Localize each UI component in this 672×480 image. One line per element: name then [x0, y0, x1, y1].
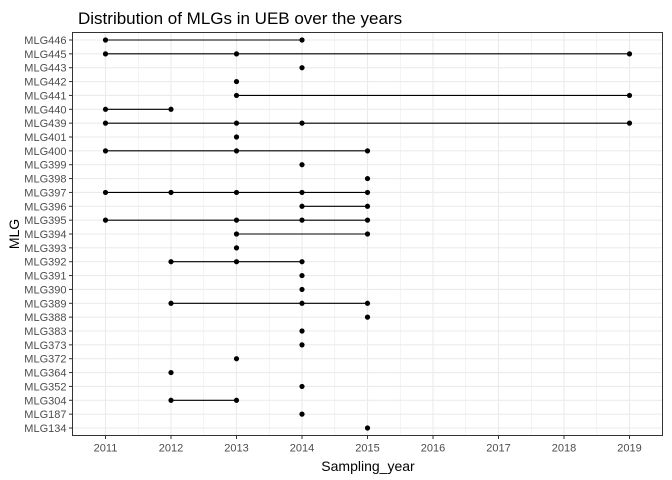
mlg-point-mlg394	[233, 231, 240, 237]
mlg-point-mlg395	[102, 217, 109, 223]
mlg-point-mlg446	[299, 37, 305, 43]
x-tick-label: 2019	[617, 443, 641, 455]
mlg-point-mlg399	[299, 162, 305, 168]
mlg-point-mlg352	[299, 383, 305, 390]
mlg-point-mlg445	[102, 51, 109, 57]
mlg-point-mlg398	[364, 175, 371, 182]
y-tick-label: MLG187	[24, 409, 66, 421]
y-tick-label: MLG388	[24, 312, 66, 324]
y-tick-label: MLG442	[24, 77, 66, 89]
mlg-point-mlg364	[168, 369, 174, 376]
y-tick-label: MLG372	[24, 354, 66, 366]
x-tick-label: 2015	[355, 443, 379, 455]
x-tick-label: 2011	[94, 443, 118, 455]
mlg-point-mlg389	[168, 300, 174, 306]
y-tick-label: MLG389	[24, 298, 66, 310]
chart-title: Distribution of MLGs in UEB over the yea…	[78, 9, 402, 28]
mlg-point-mlg439	[102, 120, 109, 126]
y-tick-label: MLG400	[24, 146, 66, 158]
y-tick-label: MLG401	[24, 132, 66, 144]
y-tick-label: MLG392	[24, 257, 66, 269]
mlg-point-mlg390	[299, 286, 305, 293]
y-tick-label: MLG395	[24, 215, 66, 227]
mlg-point-mlg389	[299, 300, 305, 306]
mlg-point-mlg397	[233, 189, 240, 196]
y-tick-label: MLG439	[24, 118, 66, 130]
mlg-point-mlg395	[233, 217, 240, 223]
mlg-point-mlg441	[626, 92, 633, 99]
y-tick-label: MLG443	[24, 63, 66, 75]
y-tick-label: MLG397	[24, 187, 66, 199]
mlg-point-mlg397	[364, 189, 371, 196]
mlg-point-mlg396	[299, 203, 305, 209]
x-tick-label: 2018	[552, 443, 576, 455]
mlg-point-mlg401	[233, 134, 240, 140]
mlg-point-mlg304	[168, 397, 174, 403]
mlg-point-mlg441	[233, 92, 240, 99]
mlg-point-mlg383	[299, 328, 305, 334]
y-tick-label: MLG396	[24, 201, 66, 213]
mlg-point-mlg397	[102, 189, 109, 196]
y-tick-label: MLG393	[24, 243, 66, 255]
mlg-point-mlg445	[233, 51, 240, 57]
y-tick-label: MLG304	[24, 395, 66, 407]
y-tick-label: MLG445	[24, 49, 66, 61]
mlg-point-mlg439	[233, 120, 240, 126]
mlg-point-mlg445	[626, 51, 633, 57]
y-tick-label: MLG364	[24, 368, 66, 380]
y-tick-label: MLG394	[24, 229, 66, 241]
mlg-point-mlg187	[299, 411, 305, 417]
mlg-point-mlg373	[299, 342, 305, 348]
mlg-point-mlg304	[233, 397, 240, 403]
mlg-point-mlg443	[299, 65, 305, 71]
x-tick-label: 2014	[290, 443, 314, 455]
y-tick-label: MLG441	[24, 90, 66, 102]
x-tick-label: 2012	[159, 443, 183, 455]
mlg-point-mlg440	[102, 106, 109, 112]
mlg-point-mlg392	[233, 259, 240, 265]
y-tick-label: MLG373	[24, 340, 66, 352]
y-axis-title: MLG	[6, 219, 22, 249]
mlg-point-mlg134	[364, 425, 371, 431]
y-tick-label: MLG391	[24, 271, 66, 283]
y-tick-label: MLG390	[24, 284, 66, 296]
mlg-point-mlg397	[168, 189, 174, 196]
mlg-point-mlg439	[299, 120, 305, 126]
x-tick-label: 2017	[486, 443, 510, 455]
mlg-point-mlg372	[233, 356, 240, 362]
x-tick-label: 2016	[421, 443, 445, 455]
mlg-point-mlg442	[233, 78, 240, 85]
mlg-point-mlg393	[233, 245, 240, 251]
mlg-point-mlg395	[364, 217, 371, 223]
mlg-points	[102, 37, 633, 431]
mlg-point-mlg391	[299, 272, 305, 279]
mlg-point-mlg446	[102, 37, 109, 43]
mlg-point-mlg439	[626, 120, 633, 126]
mlg-point-mlg395	[299, 217, 305, 223]
y-tick-label: MLG446	[24, 35, 66, 47]
y-tick-label: MLG398	[24, 174, 66, 186]
x-axis-ticks: 2011 2012 2013 2014 2015 2016 2017 2018 2019	[94, 435, 642, 455]
mlg-point-mlg396	[364, 203, 371, 209]
mlg-point-mlg400	[102, 148, 109, 154]
mlg-point-mlg440	[168, 106, 174, 112]
mlg-point-mlg392	[168, 259, 174, 265]
mlg-point-mlg394	[364, 231, 371, 237]
y-tick-label: MLG383	[24, 326, 66, 338]
x-axis-title: Sampling_year	[321, 458, 415, 474]
y-tick-label: MLG352	[24, 381, 66, 393]
mlg-point-mlg397	[299, 189, 305, 196]
mlg-point-mlg392	[299, 259, 305, 265]
x-tick-label: 2013	[224, 443, 248, 455]
mlg-point-mlg389	[364, 300, 371, 306]
mlg-point-mlg400	[233, 148, 240, 154]
y-tick-label: MLG440	[24, 104, 66, 116]
mlg-point-mlg400	[364, 148, 371, 154]
y-tick-label: MLG134	[24, 423, 66, 435]
y-tick-label: MLG399	[24, 160, 66, 172]
mlg-point-mlg388	[364, 314, 371, 320]
